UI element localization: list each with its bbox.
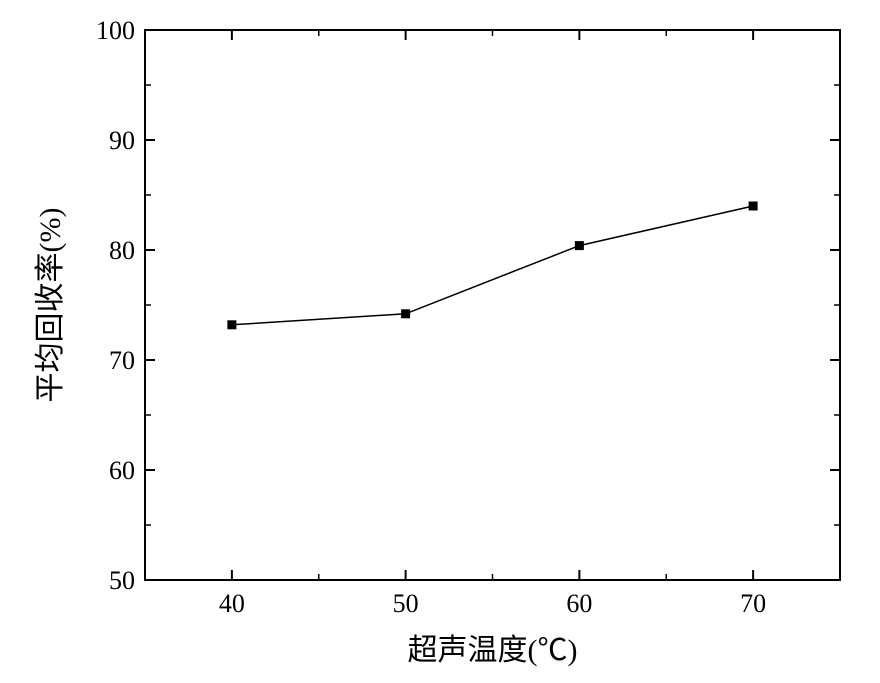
chart-container: 50 60 70 80 90 100 40 50 60 70 超声温度(℃) 平…: [0, 0, 880, 683]
y-tick-label: 50: [109, 566, 135, 595]
x-tick-label: 70: [740, 589, 766, 618]
x-tick-label: 50: [393, 589, 419, 618]
y-tick-label: 100: [96, 16, 135, 45]
y-tick-label: 80: [109, 236, 135, 265]
y-tick-label: 70: [109, 346, 135, 375]
y-tick-label: 90: [109, 126, 135, 155]
x-tick-labels: 40 50 60 70: [219, 589, 766, 618]
plot-box: [145, 30, 840, 580]
data-line: [232, 206, 753, 325]
x-tick-label: 60: [566, 589, 592, 618]
y-axis-title: 平均回收率(%): [34, 208, 67, 403]
data-marker: [401, 309, 410, 318]
y-tick-labels: 50 60 70 80 90 100: [96, 16, 135, 595]
x-tick-label: 40: [219, 589, 245, 618]
data-markers: [227, 202, 757, 330]
data-marker: [227, 320, 236, 329]
data-marker: [749, 202, 758, 211]
data-marker: [575, 241, 584, 250]
x-axis-title: 超声温度(℃): [408, 634, 578, 667]
y-tick-label: 60: [109, 456, 135, 485]
chart-svg: 50 60 70 80 90 100 40 50 60 70 超声温度(℃) 平…: [0, 0, 880, 683]
